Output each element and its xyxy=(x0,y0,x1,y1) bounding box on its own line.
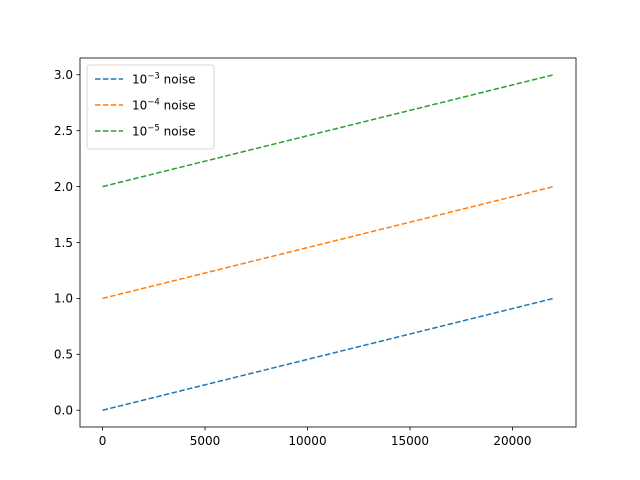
y-tick-label: 1.0 xyxy=(54,292,73,306)
series-line-2 xyxy=(102,185,554,300)
y-tick-label: 3.0 xyxy=(54,68,73,82)
legend: 10−3 noise 10−4 noise 10−5 noise xyxy=(86,64,215,150)
legend-label-1: 10−3 noise xyxy=(132,72,196,87)
x-tick-label: 20000 xyxy=(493,434,531,448)
ticks-layer: 0 5000 10000 15000 20000 0.0 0.5 1.0 1.5 2.0 2.5 3.… xyxy=(54,68,532,448)
y-tick-label: 0.0 xyxy=(54,404,73,418)
x-tick-label: 5000 xyxy=(190,434,221,448)
x-tick-label: 0 xyxy=(99,434,107,448)
legend-box xyxy=(86,64,215,150)
y-tick-label: 0.5 xyxy=(54,348,73,362)
legend-label-2: 10−4 noise xyxy=(132,98,196,113)
y-tick-label: 1.5 xyxy=(54,236,73,250)
y-tick-label: 2.5 xyxy=(54,124,73,138)
y-tick-label: 2.0 xyxy=(54,180,73,194)
legend-label-3: 10−5 noise xyxy=(132,124,196,139)
series-line-3 xyxy=(102,74,554,188)
x-tick-label: 10000 xyxy=(288,434,326,448)
x-tick-label: 15000 xyxy=(391,434,429,448)
series-layer xyxy=(102,74,554,411)
plot-frame xyxy=(79,57,577,428)
series-line-1 xyxy=(102,297,554,411)
